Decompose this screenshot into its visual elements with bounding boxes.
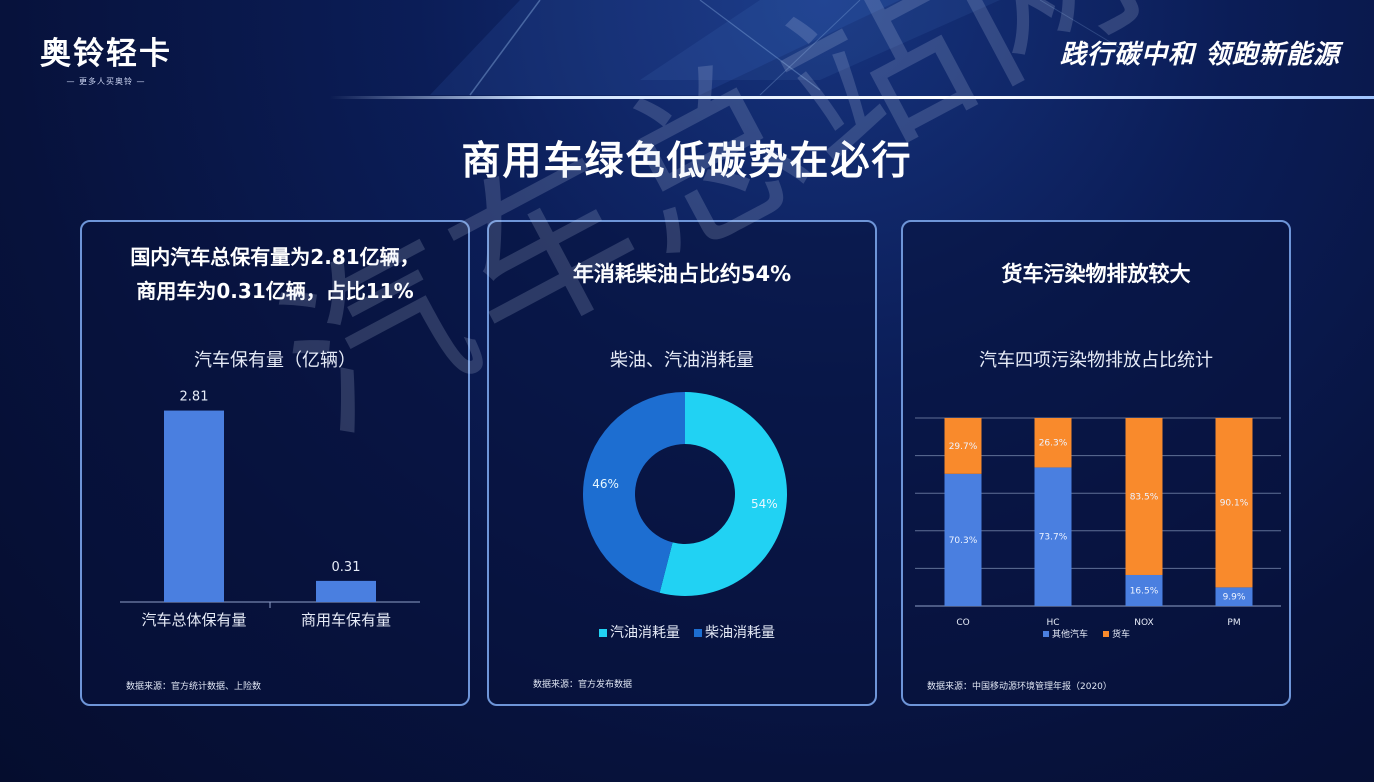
fuel-donut-chart: 54% 46% 汽油消耗量 柴油消耗量 xyxy=(583,392,788,641)
slice-label: 54% xyxy=(751,497,778,511)
segment-label: 26.3% xyxy=(1039,439,1068,449)
category-label: HC xyxy=(1046,618,1059,628)
panel-title: 年消耗柴油占比约54% xyxy=(572,262,792,286)
panel-title: 货车污染物排放较大 xyxy=(1001,262,1191,286)
stacked-bars: 70.3% 29.7% 73.7% 26.3% 16.5% 83.5% 9.9% 90.1% xyxy=(944,418,1253,606)
donut-slice-diesel xyxy=(583,392,685,593)
data-label: 2.81 xyxy=(180,390,209,405)
bar-segment-other xyxy=(1125,574,1163,606)
bar-segment-other xyxy=(944,473,982,606)
data-source: 数据来源：官方统计数据、上险数 xyxy=(126,682,262,692)
donut-slice-gasoline xyxy=(659,392,788,596)
segment-label: 83.5% xyxy=(1130,492,1159,502)
panel-title-line2: 商用车为0.31亿辆，占比11% xyxy=(136,279,414,303)
ownership-bar-chart: 2.81 0.31 汽车总体保有量 商用车保有量 xyxy=(120,390,420,629)
page-title: 商用车绿色低碳势在必行 xyxy=(461,139,913,184)
panel-vehicle-ownership: 国内汽车总保有量为2.81亿辆， 商用车为0.31亿辆，占比11% 汽车保有量（… xyxy=(80,220,470,706)
bar-total-ownership xyxy=(164,410,224,602)
panel-title: 国内汽车总保有量为2.81亿辆， 商用车为0.31亿辆，占比11% xyxy=(82,240,468,308)
category-label: NOX xyxy=(1134,618,1153,628)
data-source: 数据来源：官方发布数据 xyxy=(533,680,633,690)
segment-label: 70.3% xyxy=(949,536,978,546)
legend-swatch-other xyxy=(1043,631,1049,637)
legend-swatch-diesel xyxy=(694,629,702,637)
bar-segment-other xyxy=(1215,587,1253,606)
bar-segment-other xyxy=(1034,467,1072,606)
slogan: 践行碳中和 领跑新能源 xyxy=(1059,40,1340,70)
header-divider xyxy=(330,96,1374,99)
chart-title: 柴油、汽油消耗量 xyxy=(610,350,754,371)
slice-label: 46% xyxy=(592,477,619,491)
category-label: 商用车保有量 xyxy=(301,611,391,629)
segment-label: 16.5% xyxy=(1130,586,1159,596)
segment-label: 73.7% xyxy=(1039,533,1068,543)
chart-title: 汽车四项污染物排放占比统计 xyxy=(979,350,1213,371)
data-label: 0.31 xyxy=(332,560,361,575)
chart-title: 汽车保有量（亿辆） xyxy=(194,350,356,371)
category-label: 汽车总体保有量 xyxy=(141,611,246,629)
bar-segment-truck xyxy=(1034,418,1072,468)
panel-title-line1: 国内汽车总保有量为2.81亿辆， xyxy=(130,245,420,269)
segment-label: 9.9% xyxy=(1223,593,1246,603)
panel-pollutant-emissions: 货车污染物排放较大 汽车四项污染物排放占比统计 70.3% 29.7% 73.7% 2… xyxy=(901,220,1291,706)
bar-segment-truck xyxy=(1125,418,1163,575)
legend-label: 其他汽车 xyxy=(1052,628,1088,640)
legend-label: 柴油消耗量 xyxy=(705,625,775,641)
legend-label: 货车 xyxy=(1112,628,1130,640)
legend-label: 汽油消耗量 xyxy=(610,625,680,641)
logo-tagline: — 更多人买奥铃 — xyxy=(66,77,146,86)
segment-label: 29.7% xyxy=(949,442,978,452)
data-source: 数据来源：中国移动源环境管理年报（2020） xyxy=(927,682,1112,692)
brand-logo: 奥铃轻卡 — 更多人买奥铃 — xyxy=(40,28,172,87)
bar-commercial-ownership xyxy=(316,580,376,602)
category-label: PM xyxy=(1227,618,1240,628)
emissions-stacked-chart: 70.3%29.7%73.7%26.3%16.5%83.5%9.9%90.1% … xyxy=(915,417,1281,640)
legend-swatch-truck xyxy=(1103,631,1109,637)
bar-segment-truck xyxy=(1215,418,1253,588)
bar-segment-truck xyxy=(944,418,982,474)
logo-text: 奥铃轻卡 xyxy=(40,36,172,72)
panel-fuel-consumption: 年消耗柴油占比约54% 柴油、汽油消耗量 54% 46% 汽油消耗量 柴油消耗量… xyxy=(487,220,877,706)
legend-swatch-gasoline xyxy=(599,629,607,637)
category-label: CO xyxy=(956,618,969,628)
segment-label: 90.1% xyxy=(1220,499,1249,509)
